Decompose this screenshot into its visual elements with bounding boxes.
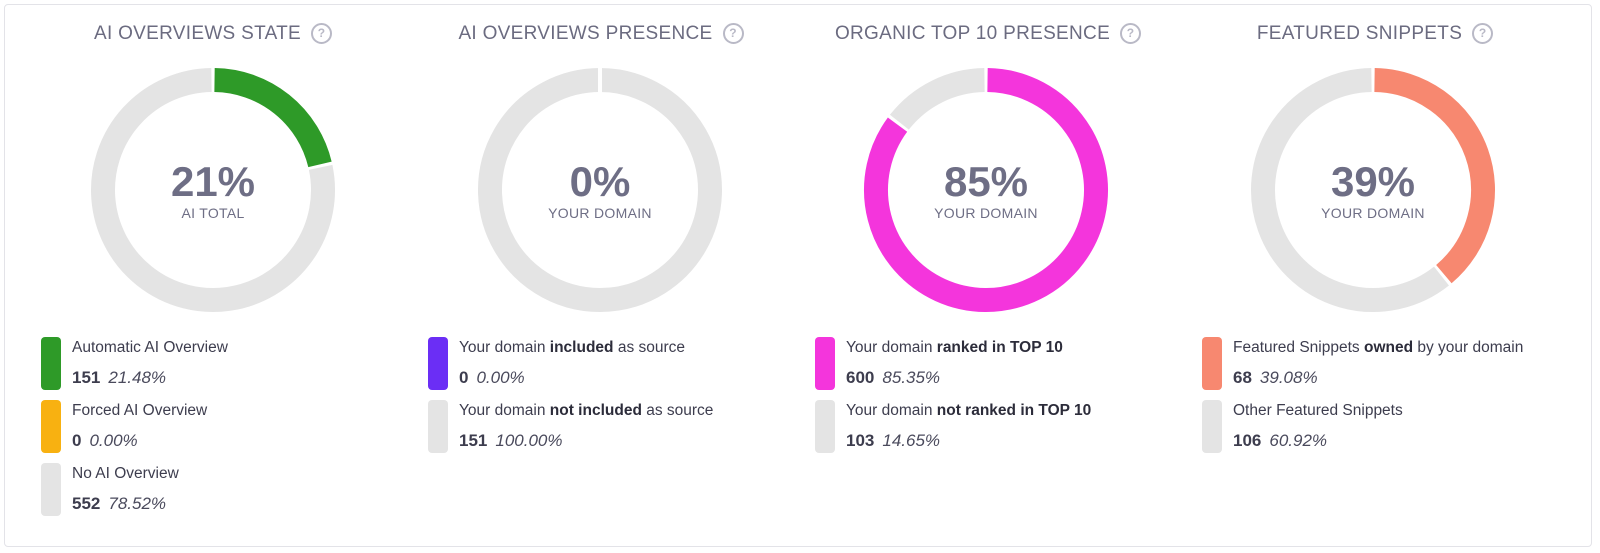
legend-swatch bbox=[41, 400, 61, 453]
legend-label: Featured Snippets owned by your domain bbox=[1233, 339, 1524, 356]
panel-featured-snippets: FEATURED SNIPPETS? 39% YOUR DOMAIN Featu… bbox=[1177, 5, 1573, 545]
legend-percent: 14.65% bbox=[882, 431, 941, 450]
center-value: 21% bbox=[171, 158, 255, 205]
legend-count: 103 14.65% bbox=[846, 431, 941, 450]
legend-count: 106 60.92% bbox=[1233, 431, 1328, 450]
panel-ai-overviews-state: AI OVERVIEWS STATE? 21% AI TOTAL Automat… bbox=[15, 5, 411, 545]
legend-label: Automatic AI Overview bbox=[72, 339, 228, 356]
donut-chart: 85% YOUR DOMAIN bbox=[864, 68, 1108, 312]
panel-ai-overviews-presence: AI OVERVIEWS PRESENCE? 0% YOUR DOMAIN Yo… bbox=[403, 5, 799, 545]
legend-label: Your domain not included as source bbox=[459, 402, 714, 419]
legend-count: 68 39.08% bbox=[1233, 368, 1318, 387]
center-label: YOUR DOMAIN bbox=[934, 205, 1038, 221]
panel-title: AI OVERVIEWS STATE? bbox=[15, 23, 411, 45]
legend-swatch bbox=[41, 463, 61, 516]
donut-slice[interactable] bbox=[864, 68, 1108, 312]
panel-organic-top-10-presence: ORGANIC TOP 10 PRESENCE? 85% YOUR DOMAIN… bbox=[790, 5, 1186, 545]
legend-percent: 39.08% bbox=[1259, 368, 1318, 387]
legend-swatch bbox=[41, 337, 61, 390]
center-value: 85% bbox=[944, 158, 1028, 205]
legend-swatch bbox=[428, 400, 448, 453]
center-label: AI TOTAL bbox=[181, 205, 244, 221]
legend-count: 151 21.48% bbox=[72, 368, 167, 387]
panel-title-text: ORGANIC TOP 10 PRESENCE bbox=[834, 23, 1111, 44]
help-icon[interactable]: ? bbox=[722, 23, 744, 44]
legend-label: Your domain not ranked in TOP 10 bbox=[846, 402, 1092, 419]
legend-swatch bbox=[1202, 337, 1222, 390]
legend-count: 0 0.00% bbox=[459, 368, 525, 387]
donut-slice[interactable] bbox=[1251, 68, 1449, 312]
legend-label: Your domain ranked in TOP 10 bbox=[846, 339, 1063, 356]
center-label: YOUR DOMAIN bbox=[1321, 205, 1425, 221]
donut-slice[interactable] bbox=[214, 68, 332, 168]
legend-swatch bbox=[815, 400, 835, 453]
legend-swatch bbox=[1202, 400, 1222, 453]
panel-title-text: AI OVERVIEWS PRESENCE bbox=[458, 23, 713, 44]
dashboard-frame: AI OVERVIEWS STATE? 21% AI TOTAL Automat… bbox=[4, 4, 1592, 547]
legend-percent: 100.00% bbox=[495, 431, 563, 450]
legend-label: Forced AI Overview bbox=[72, 402, 208, 419]
legend-label: Your domain included as source bbox=[459, 339, 686, 356]
panel-title: ORGANIC TOP 10 PRESENCE? bbox=[790, 23, 1186, 45]
center-label: YOUR DOMAIN bbox=[548, 205, 652, 221]
legend-count: 151 100.00% bbox=[459, 431, 563, 450]
panel-title: FEATURED SNIPPETS? bbox=[1177, 23, 1573, 45]
donut-slice[interactable] bbox=[889, 68, 985, 130]
center-value: 39% bbox=[1331, 158, 1415, 205]
donut-chart: 39% YOUR DOMAIN bbox=[1251, 68, 1495, 312]
legend-swatch bbox=[815, 337, 835, 390]
help-icon[interactable]: ? bbox=[1120, 23, 1142, 44]
panel-title-text: AI OVERVIEWS STATE bbox=[93, 23, 302, 44]
legend-percent: 0.00% bbox=[89, 431, 138, 450]
donut-slice[interactable] bbox=[1374, 68, 1495, 284]
help-icon[interactable]: ? bbox=[311, 23, 333, 44]
center-value: 0% bbox=[570, 158, 631, 205]
legend-count: 552 78.52% bbox=[72, 494, 167, 513]
donut-chart: 0% YOUR DOMAIN bbox=[478, 67, 722, 312]
panel-title-text: FEATURED SNIPPETS bbox=[1256, 23, 1463, 44]
legend-percent: 85.35% bbox=[882, 368, 941, 387]
legend-swatch bbox=[428, 337, 448, 390]
legend-count: 600 85.35% bbox=[846, 368, 941, 387]
legend-count: 0 0.00% bbox=[72, 431, 138, 450]
legend-percent: 0.00% bbox=[476, 368, 525, 387]
legend-label: Other Featured Snippets bbox=[1233, 402, 1403, 419]
donut-slice[interactable] bbox=[478, 68, 722, 312]
help-icon[interactable]: ? bbox=[1472, 23, 1494, 44]
legend-percent: 60.92% bbox=[1269, 431, 1328, 450]
legend-percent: 78.52% bbox=[108, 494, 167, 513]
legend-percent: 21.48% bbox=[108, 368, 167, 387]
donut-slice[interactable] bbox=[91, 68, 335, 312]
panel-title: AI OVERVIEWS PRESENCE? bbox=[403, 23, 799, 45]
legend-label: No AI Overview bbox=[72, 465, 179, 482]
donut-chart: 21% AI TOTAL bbox=[91, 68, 335, 312]
